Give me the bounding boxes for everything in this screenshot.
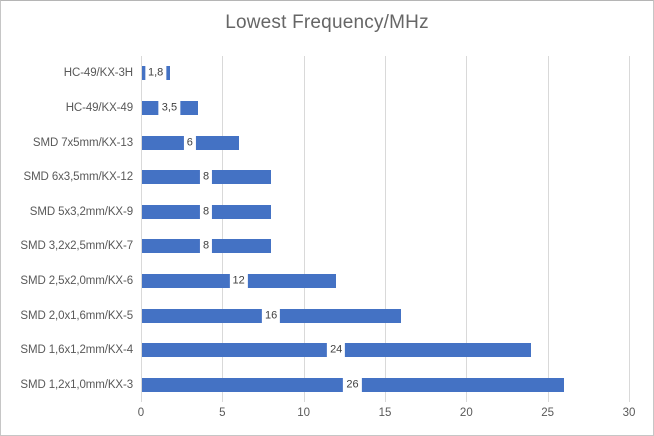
bar-value-label: 26 [343, 377, 362, 393]
gridline [385, 56, 386, 402]
category-label: HC-49/KX-3H [63, 67, 133, 80]
gridline [629, 56, 630, 402]
category-label: SMD 1,6x1,2mm/KX-4 [20, 344, 133, 357]
x-axis-tick-label: 15 [378, 407, 392, 419]
category-label: SMD 2,0x1,6mm/KX-5 [20, 309, 133, 322]
gridline [141, 56, 142, 402]
x-axis-tick-label: 20 [459, 407, 473, 419]
bar-value-label: 8 [200, 204, 213, 220]
x-axis-tick-label: 0 [137, 407, 145, 419]
gridline [222, 56, 224, 402]
bar-value-label: 6 [183, 135, 196, 150]
gridline [303, 56, 305, 402]
x-axis-tick-label: 5 [219, 407, 226, 419]
category-label: SMD 7x5mm/KX-13 [32, 136, 133, 149]
bar-value-label: 3,5 [158, 100, 181, 116]
x-axis-tick-label: 10 [297, 407, 311, 419]
category-label: SMD 5x3,2mm/KX-9 [29, 205, 133, 218]
category-label: SMD 1,2x1,0mm/KX-3 [20, 378, 133, 391]
category-label: SMD 6x3,5mm/KX-12 [23, 171, 134, 184]
bar-value-label: 24 [327, 342, 346, 358]
category-label: SMD 3,2x2,5mm/KX-7 [20, 240, 133, 253]
chart-title: Lowest Frequency/MHz [225, 12, 429, 33]
bar-value-label: 1,8 [144, 65, 167, 81]
bar-value-label: 8 [200, 238, 213, 254]
category-label: SMD 2,5x2,0mm/KX-6 [20, 274, 133, 287]
bar-value-label: 12 [229, 273, 248, 289]
x-axis-tick-label: 25 [541, 407, 555, 419]
bar-value-label: 16 [262, 308, 281, 323]
category-label: HC-49/KX-49 [65, 101, 133, 114]
gridline [466, 56, 468, 402]
bar-value-label: 8 [200, 169, 213, 185]
gridline [547, 56, 549, 402]
x-axis-tick-label: 30 [622, 407, 636, 419]
